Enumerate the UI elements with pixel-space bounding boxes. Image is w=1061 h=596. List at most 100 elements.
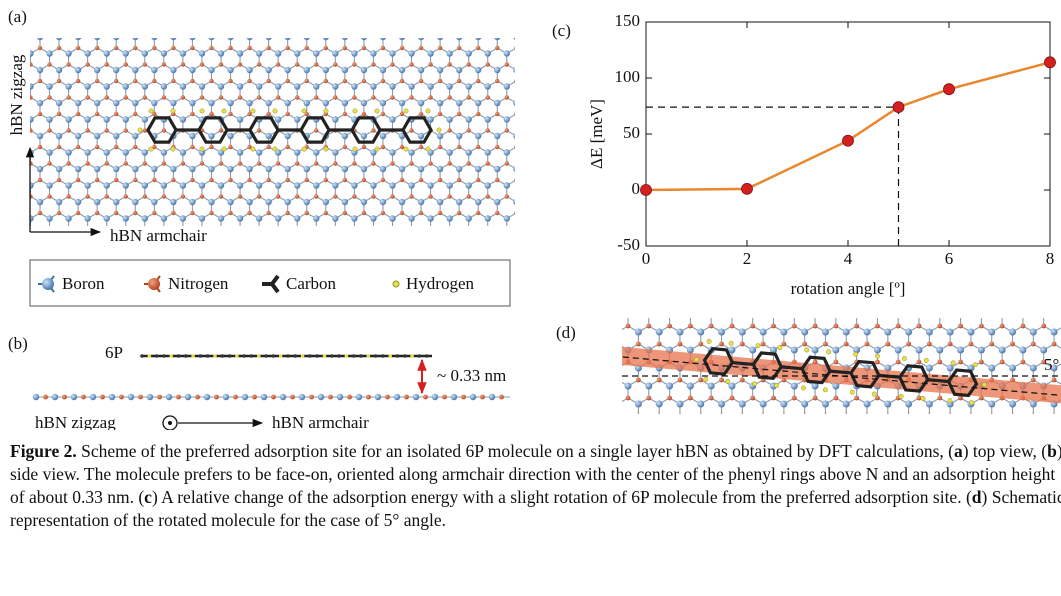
nitrogen-atom [543, 95, 547, 99]
nitrogen-atom [906, 306, 911, 311]
hydrogen-atom [273, 147, 277, 151]
boron-atom [199, 182, 205, 188]
nitrogen-atom [605, 360, 610, 365]
boron-atom [132, 100, 138, 106]
bond [981, 416, 991, 422]
boron-atom [37, 199, 43, 205]
y-tick-label: -50 [617, 235, 640, 254]
nitrogen-atom [505, 29, 509, 33]
nitrogen-atom [657, 378, 662, 383]
nitrogen-atom [1021, 324, 1026, 329]
nitrogen-atom [1021, 360, 1026, 365]
atom [388, 354, 392, 358]
boron-atom [52, 394, 58, 400]
bond [259, 246, 269, 252]
bond [516, 197, 526, 203]
nitrogen-atom [124, 161, 128, 165]
boron-atom [728, 419, 735, 426]
nitrogen-atom [505, 227, 509, 231]
plot-frame [646, 22, 1050, 246]
nitrogen-atom [285, 46, 289, 50]
nitrogen-atom [57, 244, 61, 248]
bond [659, 308, 669, 314]
bond [1002, 416, 1012, 422]
boron-atom [812, 311, 819, 318]
boron-atom [370, 83, 376, 89]
boron-atom [56, 67, 62, 73]
nitrogen-atom [476, 145, 480, 149]
boron-atom [666, 383, 673, 390]
boron-atom [465, 116, 471, 122]
nitrogen-atom [314, 95, 318, 99]
data-line [646, 62, 1050, 190]
out-of-plane-symbol [168, 421, 172, 425]
bond [297, 230, 307, 236]
boron-atom [728, 311, 735, 318]
nitrogen-atom [57, 211, 61, 215]
boron-atom [437, 199, 443, 205]
bond [450, 32, 460, 38]
hydrogen-atom [404, 147, 408, 151]
bond [898, 308, 908, 314]
nitrogen-atom [266, 112, 270, 116]
boron-atom [485, 50, 491, 56]
bond [459, 32, 469, 38]
bond [164, 32, 174, 38]
boron-atom [237, 116, 243, 122]
figure: (a) (b) (c) (d) hBN zigzag hBN armchair … [0, 0, 1061, 430]
bond [526, 197, 536, 203]
boron-atom [542, 215, 548, 221]
boron-atom [801, 329, 808, 336]
boron-atom [199, 83, 205, 89]
nitrogen-atom [133, 112, 137, 116]
boron-atom [151, 199, 157, 205]
nitrogen-atom [38, 211, 42, 215]
nitrogen-atom [314, 62, 318, 66]
nitrogen-atom [833, 396, 838, 401]
bond [919, 416, 929, 422]
hydrogen-atom [149, 109, 153, 113]
boron-atom [475, 166, 481, 172]
boron-atom [65, 50, 71, 56]
nitrogen-atom [885, 342, 890, 347]
boron-atom [265, 166, 271, 172]
bond [497, 32, 507, 38]
carbon-bond [781, 367, 802, 369]
nitrogen-atom [324, 46, 328, 50]
bond [516, 81, 526, 87]
boron-atom [408, 149, 414, 155]
nitrogen-atom [324, 211, 328, 215]
boron-atom [645, 419, 652, 426]
bond [231, 32, 241, 38]
boron-atom [218, 83, 224, 89]
boron-atom [142, 215, 148, 221]
boron-atom [94, 133, 100, 139]
bond [516, 213, 526, 219]
nitrogen-atom [438, 145, 442, 149]
nitrogen-atom [85, 95, 89, 99]
boron-atom [389, 215, 395, 221]
boron-atom [739, 401, 746, 408]
boron-atom [791, 419, 798, 426]
bond [1054, 308, 1061, 314]
boron-atom [1030, 329, 1037, 336]
hydrogen-atom [973, 362, 978, 367]
boron-atom [399, 166, 405, 172]
bond [364, 230, 374, 236]
nitrogen-atom [85, 161, 89, 165]
boron-atom [318, 394, 324, 400]
boron-atom [812, 419, 819, 426]
boron-atom [37, 34, 43, 40]
atom [257, 354, 261, 358]
boron-atom [708, 419, 715, 426]
nitrogen-atom [371, 62, 375, 66]
nitrogen-atom [57, 145, 61, 149]
nitrogen-atom [200, 95, 204, 99]
nitrogen-atom [709, 324, 714, 329]
nitrogen-atom [875, 360, 880, 365]
bond [961, 308, 971, 314]
bond [469, 32, 479, 38]
bond [307, 230, 317, 236]
bond [805, 308, 815, 314]
boron-atom [75, 34, 81, 40]
